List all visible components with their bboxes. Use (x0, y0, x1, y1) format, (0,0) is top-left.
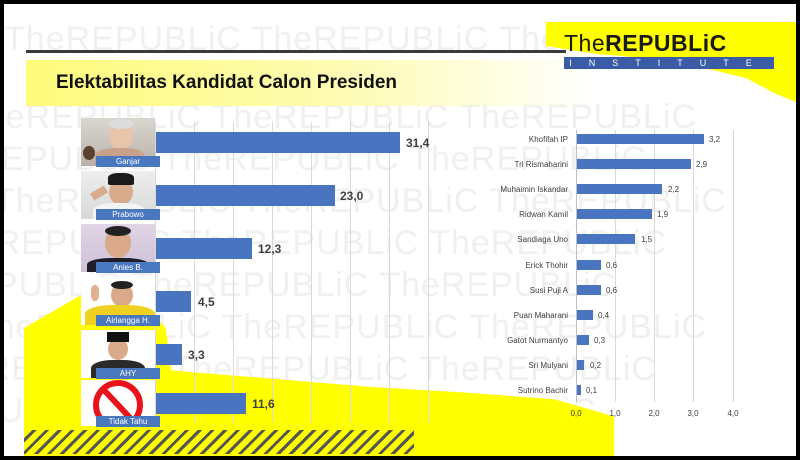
bar-label: Sutrino Bachir (517, 386, 568, 395)
bar-prabowo (156, 185, 335, 206)
bar-label: Erick Thohir (525, 261, 568, 270)
bar-value: 23,0 (340, 189, 364, 203)
candidate-label: Tidak Tahu (96, 416, 160, 427)
bar-label: Khofifah IP (528, 135, 568, 144)
gridline (615, 130, 616, 402)
candidate-label: Ganjar (96, 156, 160, 167)
bar-susi (577, 285, 601, 295)
logo-the: The (564, 30, 606, 56)
x-tick: 4,0 (727, 409, 739, 418)
axis-line (576, 130, 577, 402)
candidate-label: AHY (96, 368, 160, 379)
gridline (389, 122, 390, 422)
bar-value: 31,4 (406, 136, 430, 150)
bar-value: 12,3 (258, 242, 282, 256)
bar-value: 0,4 (598, 311, 610, 320)
bar-gatot (577, 335, 589, 345)
bar-label: Sandiaga Uno (517, 235, 568, 244)
gridline (733, 130, 734, 402)
bar-sandiaga (577, 234, 635, 244)
bar-value: 1,5 (641, 235, 653, 244)
bar-label: Gatot Nurmantyo (507, 336, 568, 345)
bar-value: 4,5 (198, 295, 215, 309)
bar-value: 0,6 (606, 261, 618, 270)
gridline (654, 130, 655, 402)
bar-value: 0,1 (586, 386, 598, 395)
bar-value: 0,3 (594, 336, 606, 345)
gridline (272, 122, 273, 422)
gridline (194, 122, 195, 422)
bar-value: 2,2 (668, 185, 680, 194)
gridline (693, 130, 694, 402)
bar-ganjar (156, 132, 400, 153)
bar-label: Puan Maharani (513, 311, 568, 320)
bar-label: Tri Rismaharini (514, 160, 569, 169)
bar-value: 0,6 (606, 286, 618, 295)
logo-subtitle: INSTITUTE (564, 57, 774, 69)
x-tick: 2,0 (648, 409, 660, 418)
bar-value: 11,6 (252, 397, 275, 411)
bar-value: 0,2 (590, 361, 602, 370)
bar-risma (577, 159, 691, 169)
slide: TheREPUBLiC TheREPUBLiC TheREPUBLiC TheR… (4, 4, 796, 456)
x-tick: 1,0 (609, 409, 621, 418)
bar-label: Susi Puji A (529, 286, 568, 295)
bar-label: Ridwan Kamil (519, 210, 568, 219)
gridline (350, 122, 351, 422)
bar-muhaimin (577, 184, 662, 194)
bar-erick (577, 260, 601, 270)
page-title: Elektabilitas Kandidat Calon Presiden (56, 72, 398, 93)
gridline (311, 122, 312, 422)
candidate-label: Airlangga H. (96, 315, 160, 326)
logo-republic: REPUBLiC (605, 30, 727, 56)
candidate-label: Anies B. (96, 262, 160, 273)
bar-anies (156, 238, 252, 259)
bar-value: 3,3 (188, 348, 205, 362)
bar-airlangga (156, 291, 191, 312)
bar-value: 1,9 (657, 210, 669, 219)
x-tick: 3,0 (687, 409, 699, 418)
bar-sri (577, 360, 584, 370)
bar-puan (577, 310, 593, 320)
candidate-label: Prabowo (96, 209, 160, 220)
header-rule (26, 50, 566, 53)
bar-tidak-tahu (156, 393, 246, 414)
bar-ahy (156, 344, 182, 365)
bar-label: Sri Mulyani (528, 361, 568, 370)
bar-ridwan (577, 209, 652, 219)
logo: TheREPUBLiC INSTITUTE (564, 31, 774, 69)
bar-label: Muhaimin Iskandar (500, 185, 568, 194)
bar-value: 3,2 (709, 135, 721, 144)
gridline (428, 122, 429, 422)
x-tick: 0,0 (570, 409, 582, 418)
bar-sutrino (577, 385, 581, 395)
hatched-stripe-band (24, 430, 414, 454)
gridline (233, 122, 234, 422)
bar-value: 2,9 (696, 160, 708, 169)
bar-khofifah (577, 134, 704, 144)
